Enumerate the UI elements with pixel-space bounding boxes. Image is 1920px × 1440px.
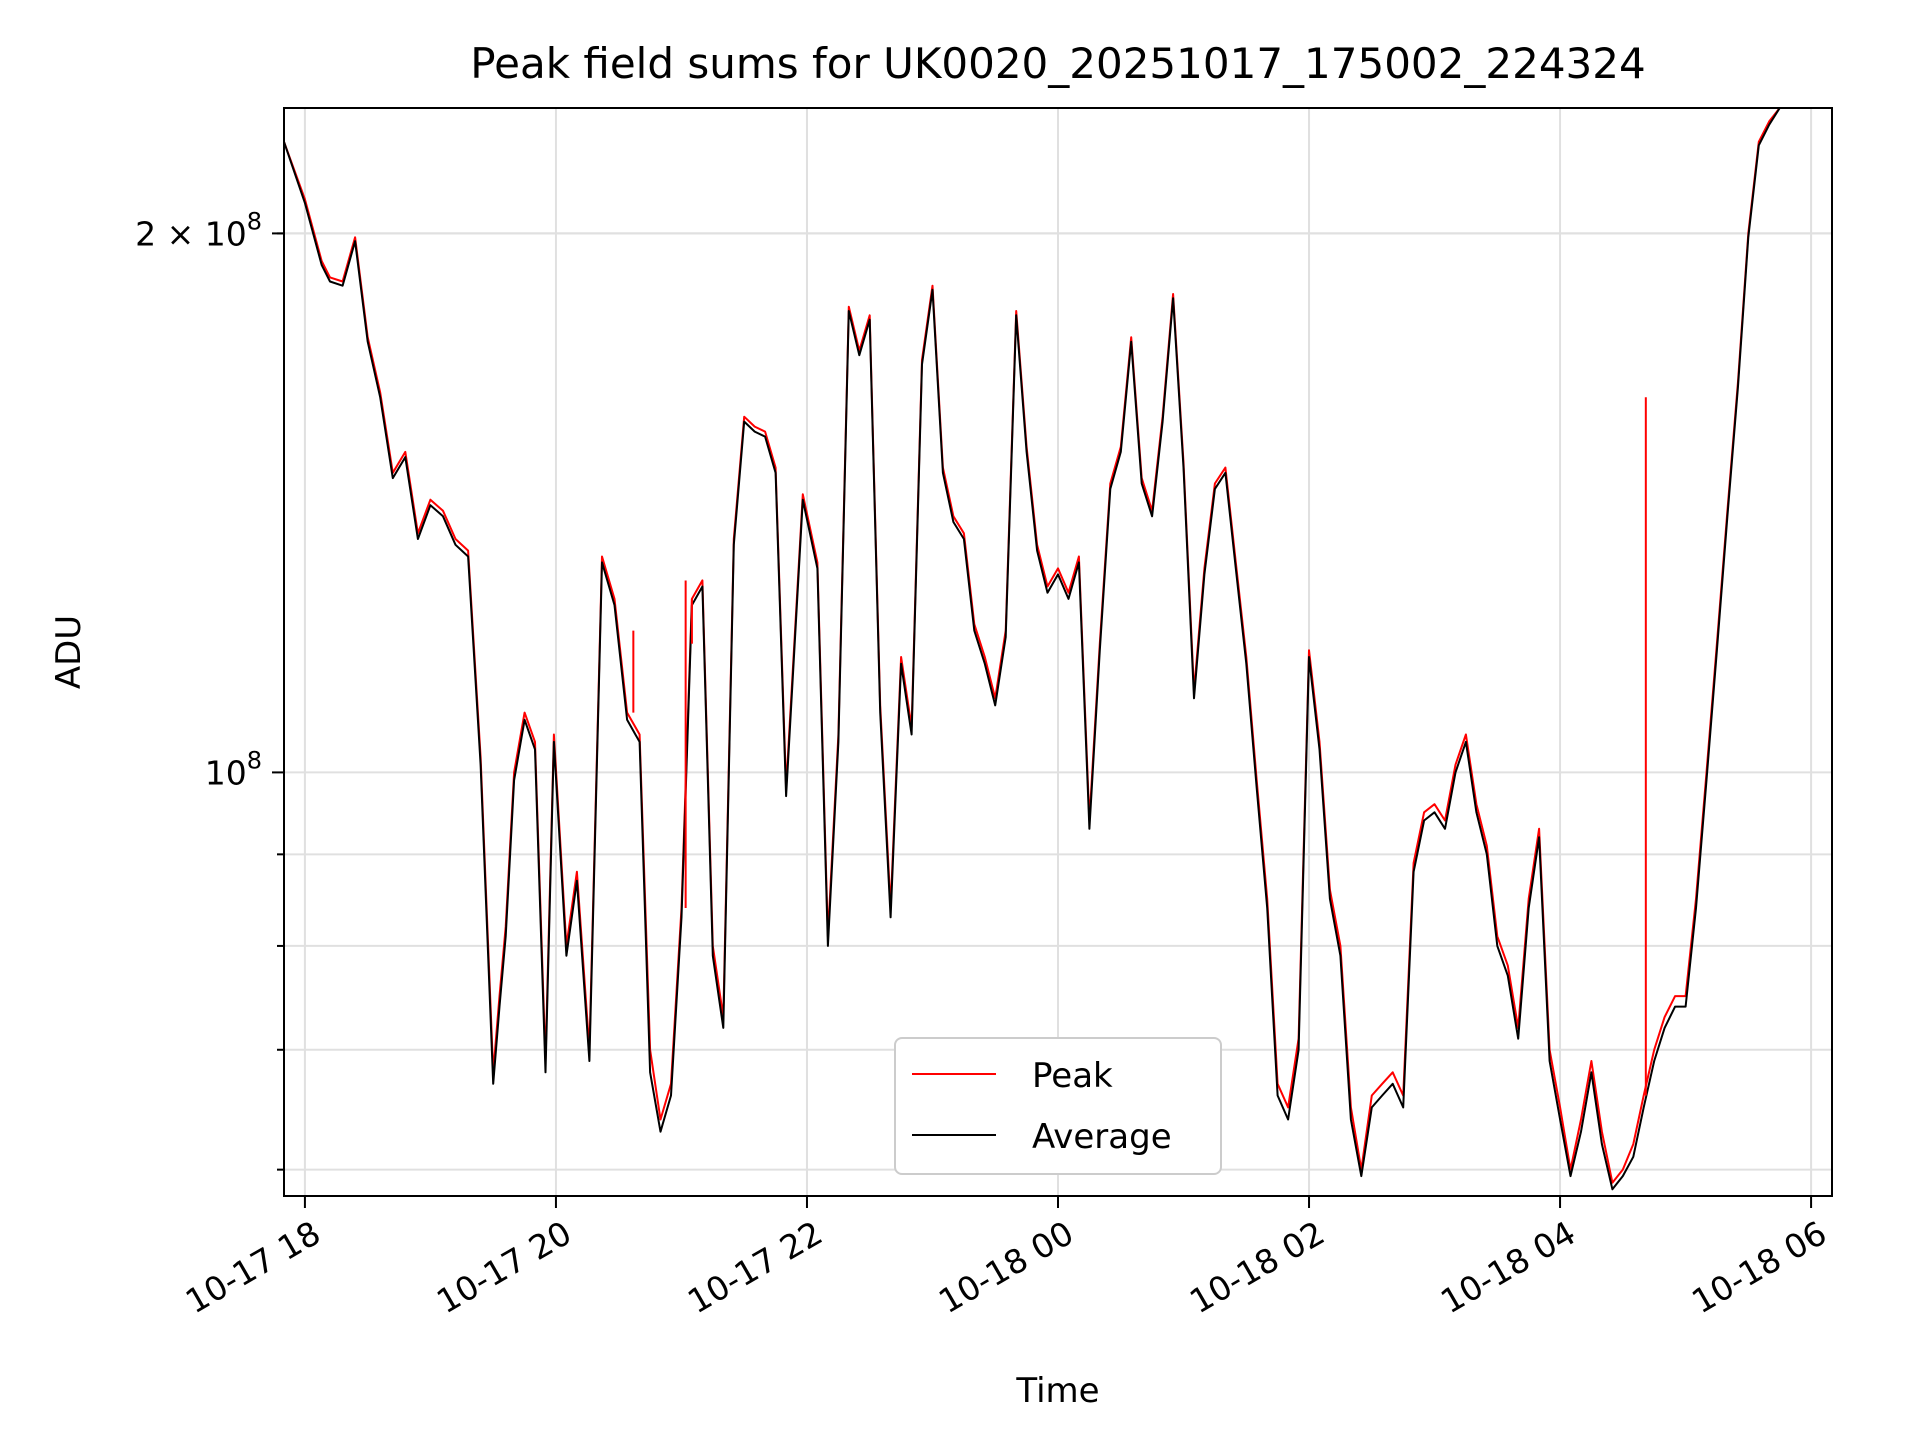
legend: Peak Average	[894, 1037, 1222, 1175]
plot-series	[283, 107, 1781, 1191]
legend-box	[894, 1037, 1222, 1175]
y-tick-label: 108	[205, 746, 262, 792]
y-tick-label-exponent: 8	[247, 207, 262, 235]
y-axis-label: ADU	[49, 615, 89, 689]
y-tick-label: 2 × 108	[135, 207, 262, 253]
series-line-average	[283, 107, 1781, 1191]
y-tick-label-base: 2 × 10	[135, 214, 247, 253]
legend-average-label: Average	[1032, 1117, 1172, 1157]
legend-peak-label: Peak	[1032, 1056, 1113, 1096]
grid	[284, 108, 1832, 1196]
chart-title: Peak field sums for UK0020_20251017_1750…	[470, 39, 1645, 88]
y-tick-label-base: 10	[205, 753, 247, 792]
series-line-peak	[283, 107, 1781, 1184]
y-tick-label-exponent: 8	[247, 746, 262, 774]
x-axis-label: Time	[1015, 1371, 1099, 1411]
